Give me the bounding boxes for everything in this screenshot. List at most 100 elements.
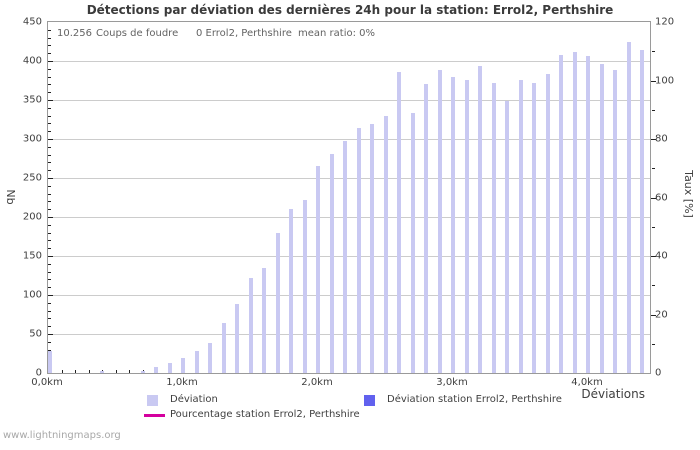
y-left-tick <box>48 178 53 179</box>
y-left-tick <box>48 185 51 187</box>
y-left-tick-label: 0 <box>35 367 42 379</box>
legend-line-percentage <box>144 414 165 417</box>
y-right-tick <box>652 109 655 111</box>
y-left-tick <box>48 61 53 62</box>
x-tick <box>116 370 117 373</box>
y-right-tick <box>651 256 656 257</box>
deviation-bar <box>208 343 212 373</box>
y-left-tick-label: 100 <box>22 289 42 301</box>
y-left-tick <box>48 295 53 296</box>
y-left-tick-label: 300 <box>22 133 42 145</box>
y-left-tick <box>48 232 51 234</box>
deviation-bar <box>613 70 617 373</box>
x-tick-label: 2,0km <box>301 377 333 388</box>
deviation-bar <box>262 268 266 373</box>
plot-area: 10.256 Coups de foudre 0 Errol2, Perthsh… <box>47 21 656 374</box>
deviation-bar <box>397 72 401 373</box>
y-left-tick <box>48 279 51 281</box>
total-strikes-count: 10.256 <box>57 28 92 39</box>
x-tick <box>62 370 63 373</box>
gridline-y-100 <box>48 295 650 296</box>
y-left-tick-label: 150 <box>22 250 42 262</box>
deviation-bar <box>627 42 631 373</box>
y-left-tick <box>48 139 53 140</box>
y-right-tick <box>651 80 656 82</box>
y-left-tick <box>48 349 51 351</box>
deviation-bar <box>492 83 496 373</box>
y-left-tick <box>48 334 53 335</box>
y-left-tick <box>48 29 51 31</box>
deviation-bar <box>276 233 280 373</box>
gridline-y-150 <box>48 256 650 257</box>
deviation-bar <box>438 70 442 373</box>
y-right-tick-label: 60 <box>655 192 668 203</box>
deviation-bar <box>478 66 482 373</box>
y-left-tick <box>48 92 51 94</box>
y-left-tick <box>48 146 51 148</box>
y-right-tick <box>652 226 655 228</box>
y-left-tick <box>48 302 51 304</box>
x-axis-title: Déviations <box>581 387 645 401</box>
y-right-tick-label: 120 <box>655 16 675 28</box>
deviation-bar <box>48 351 52 373</box>
y-left-tick <box>48 256 53 257</box>
x-tick <box>129 370 130 373</box>
watermark-url: www.lightningmaps.org <box>3 430 121 441</box>
deviation-bar <box>235 304 239 373</box>
y-left-tick-label: 200 <box>22 211 42 223</box>
deviation-bar <box>100 371 104 373</box>
y-left-tick <box>48 37 51 39</box>
deviation-bar <box>586 56 590 373</box>
gridline-y-300 <box>48 139 650 140</box>
gridline-y-400 <box>48 61 650 62</box>
deviation-bar <box>451 77 455 373</box>
y-left-tick <box>48 201 51 203</box>
deviation-bar <box>222 323 226 373</box>
chart-title: Détections par déviation des dernières 2… <box>86 3 614 17</box>
deviation-bar <box>600 64 604 373</box>
y-left-tick-label: 400 <box>22 55 42 67</box>
deviation-bar <box>316 166 320 373</box>
x-tick <box>75 370 76 373</box>
y-left-tick <box>48 53 51 55</box>
y-left-tick <box>48 193 51 195</box>
y-left-tick <box>48 68 51 70</box>
gridline-y-50 <box>48 334 650 335</box>
deviation-bar <box>370 124 374 373</box>
deviation-bar <box>154 367 158 373</box>
deviation-bar <box>249 278 253 373</box>
deviation-bar <box>519 80 523 373</box>
deviation-bar <box>559 55 563 373</box>
y-right-tick <box>651 314 656 316</box>
x-tick <box>89 370 90 373</box>
y-right-tick <box>652 51 655 53</box>
y-left-tick <box>48 271 51 273</box>
y-right-tick <box>652 285 655 287</box>
y-right-tick-label: 40 <box>655 250 668 262</box>
y-right-tick <box>651 139 656 140</box>
legend-label-deviation: Déviation <box>170 394 218 405</box>
x-tick-label: 3,0km <box>436 377 468 388</box>
y-right-tick <box>652 343 655 345</box>
station-strikes-count: 0 Errol2, Perthshire <box>196 28 292 39</box>
y-left-tick <box>48 318 51 320</box>
deviation-bar <box>532 83 536 373</box>
y-right-tick-label: 80 <box>655 133 668 145</box>
y-right-tick-label: 0 <box>655 367 662 379</box>
y-left-tick <box>48 240 51 242</box>
deviation-bar <box>546 74 550 373</box>
y-left-tick <box>48 263 51 265</box>
deviation-bar <box>424 84 428 373</box>
x-tick-label: 4,0km <box>571 377 603 388</box>
x-tick-label: 0,0km <box>31 377 63 388</box>
y-right-tick <box>651 197 656 199</box>
deviation-bar <box>465 80 469 373</box>
deviation-bar <box>640 50 644 373</box>
y-left-tick <box>48 248 51 250</box>
gridline-y-250 <box>48 178 650 179</box>
deviation-bar <box>573 52 577 373</box>
y-left-tick <box>48 170 51 172</box>
y-left-tick <box>48 217 53 218</box>
mean-ratio-label: mean ratio: 0% <box>298 28 376 39</box>
deviation-bar <box>343 141 347 373</box>
